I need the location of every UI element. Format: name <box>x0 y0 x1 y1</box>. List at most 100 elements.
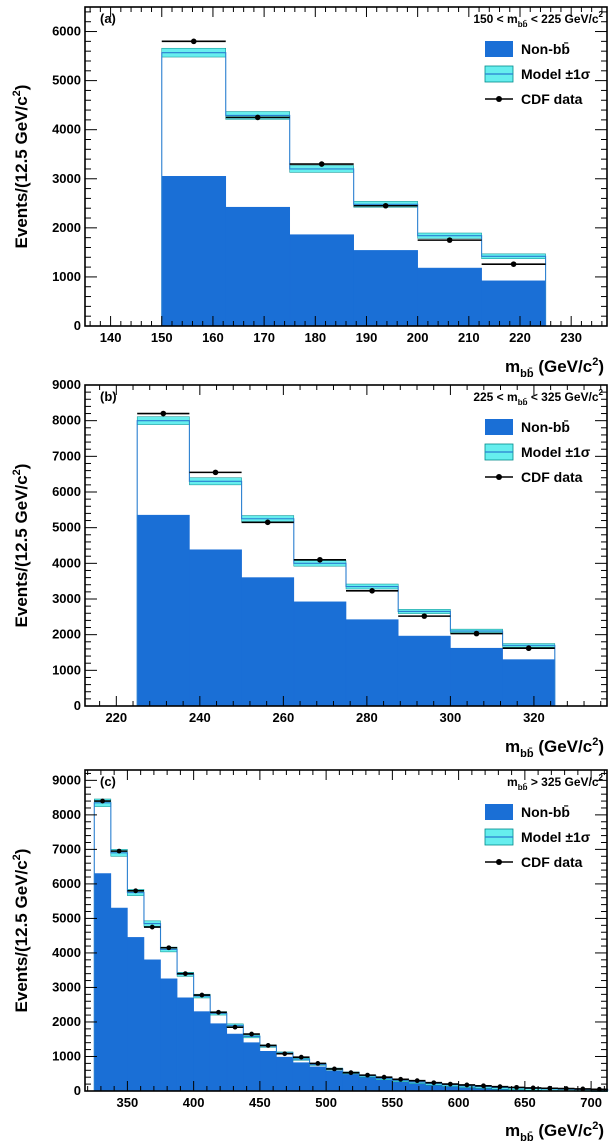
x-tick-label: 170 <box>253 330 275 345</box>
data-point <box>530 1085 536 1091</box>
y-tick-label: 0 <box>74 698 81 713</box>
y-tick-label: 1000 <box>52 269 81 284</box>
data-point <box>447 1081 453 1087</box>
data-point <box>298 1054 304 1060</box>
legend-entry-band: Model ±1σ <box>484 443 591 461</box>
x-tick-label: 500 <box>315 1095 337 1110</box>
y-tick-label: 3000 <box>52 979 81 994</box>
data-point <box>473 630 480 637</box>
non-bb-bar <box>292 1062 310 1092</box>
legend-swatch-point <box>496 859 502 865</box>
data-point <box>414 1078 420 1084</box>
non-bb-bar <box>309 1066 327 1092</box>
legend-entry-fill: Non-bb̄ <box>485 418 570 435</box>
data-point <box>525 645 532 652</box>
non-bb-bar <box>293 601 347 707</box>
y-tick-label: 2000 <box>52 220 81 235</box>
data-point <box>100 798 105 804</box>
legend-swatch-point <box>496 474 502 480</box>
y-tick-label: 2000 <box>52 627 81 642</box>
y-tick-label: 7000 <box>52 841 81 856</box>
y-tick-label: 6000 <box>52 24 81 39</box>
x-tick-label: 160 <box>202 330 224 345</box>
y-axis-label: Events/(12.5 GeV/c2) <box>11 85 31 249</box>
data-point <box>216 1009 221 1015</box>
legend-entry-fill: Non-bb̄ <box>485 803 570 820</box>
y-tick-label: 8000 <box>52 413 81 428</box>
non-bb-bar <box>193 1011 211 1092</box>
non-bb-bar <box>289 234 354 327</box>
data-point <box>232 1024 238 1030</box>
x-tick-label: 350 <box>117 1095 139 1110</box>
non-bb-bar <box>110 907 128 1092</box>
y-axis-label: Events/(12.5 GeV/c2) <box>11 464 31 628</box>
data-point <box>514 1084 519 1090</box>
x-axis-label: mbb̄ (GeV/c2) <box>505 736 604 760</box>
data-point <box>182 971 188 977</box>
data-point <box>133 888 139 894</box>
data-point <box>348 1070 354 1076</box>
x-tick-label: 140 <box>100 330 122 345</box>
panel-3: 350 400 450 500 550 600 650 7000100020003000400… <box>11 769 609 1142</box>
model-line <box>161 52 547 326</box>
data-point <box>212 469 219 476</box>
y-tick-label: 1000 <box>52 662 81 677</box>
non-bb-bar <box>502 659 556 707</box>
panel-label: (a) <box>100 11 116 26</box>
x-tick-label: 450 <box>249 1095 271 1110</box>
non-bb-bar <box>225 206 291 327</box>
non-bb-bar <box>143 959 161 1092</box>
y-tick-label: 3000 <box>52 591 81 606</box>
legend-entry-point: CDF data <box>485 91 583 107</box>
legend-label: Model ±1σ <box>521 444 591 460</box>
x-tick-label: 190 <box>356 330 378 345</box>
y-tick-label: 5000 <box>52 520 81 535</box>
x-tick-label: 240 <box>189 710 211 725</box>
non-bb-bar <box>392 1081 410 1092</box>
legend-entry-band: Model ±1σ <box>484 65 591 83</box>
legend-swatch-point <box>496 96 502 102</box>
plot-frame <box>84 769 608 1092</box>
y-tick-label: 5000 <box>52 73 81 88</box>
non-bb-bar <box>226 1033 244 1092</box>
y-tick-label: 5000 <box>52 910 81 925</box>
data-point <box>265 1043 271 1048</box>
mass-range-label: 150 < mbb̄ < 225 GeV/c2​ <box>473 10 603 29</box>
non-bb-bar <box>276 1056 294 1092</box>
data-point <box>398 1076 404 1082</box>
x-tick-label: 600 <box>448 1095 470 1110</box>
x-axis-label: mbb̄ (GeV/c2) <box>505 356 604 380</box>
non-bb-bar <box>136 514 190 707</box>
data-point <box>381 1074 387 1080</box>
x-tick-label: 180 <box>304 330 326 345</box>
data-point <box>249 1031 255 1037</box>
y-tick-label: 9000 <box>52 377 81 392</box>
legend-swatch-fill <box>485 419 513 435</box>
legend-label: Non-bb̄ <box>521 803 570 820</box>
non-bb-bar <box>408 1082 426 1092</box>
data-point <box>315 1060 321 1066</box>
x-tick-label: 220 <box>509 330 531 345</box>
legend-label: CDF data <box>521 854 583 870</box>
non-bb-bar <box>325 1070 343 1092</box>
x-tick-label: 300 <box>440 710 462 725</box>
non-bb-bar <box>127 937 145 1092</box>
y-tick-label: 0 <box>74 318 81 333</box>
data-point <box>431 1080 437 1086</box>
non-bb-bar <box>353 250 418 327</box>
non-bb-bar <box>243 1042 261 1092</box>
non-bb-bar <box>375 1079 393 1092</box>
data-point <box>199 992 205 998</box>
x-tick-label: 400 <box>183 1095 205 1110</box>
x-tick-label: 320 <box>523 710 545 725</box>
x-tick-label: 280 <box>356 710 378 725</box>
legend-entry-band: Model ±1σ <box>484 828 591 846</box>
non-bb-bar <box>209 1023 228 1092</box>
legend-entry-fill: Non-bb̄ <box>485 40 570 57</box>
y-tick-label: 3000 <box>52 171 81 186</box>
x-tick-label: 200 <box>407 330 429 345</box>
data-point <box>580 1086 586 1092</box>
data-point <box>160 410 167 417</box>
data-point <box>264 519 271 526</box>
non-bb-bar <box>259 1051 277 1092</box>
